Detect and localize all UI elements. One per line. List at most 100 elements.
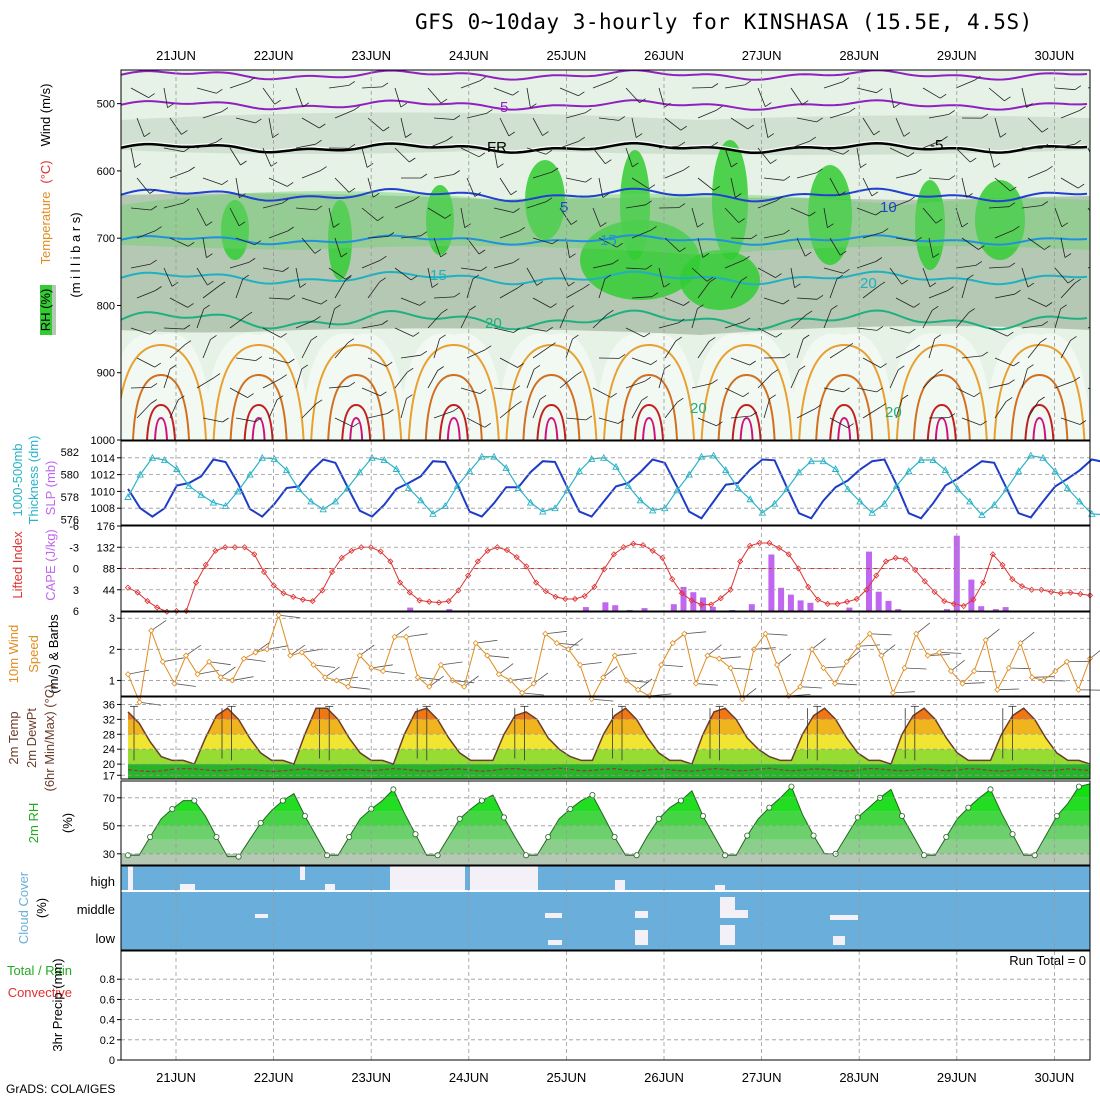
- wind-barb-flag: [713, 185, 720, 191]
- wind-barb-flag: [641, 396, 648, 401]
- wind-barb: [163, 147, 184, 153]
- thickness-point: [1027, 451, 1035, 459]
- lifted-index-point: [513, 554, 520, 561]
- lifted-index-point: [581, 593, 588, 600]
- wind-barb-flag: [1004, 96, 1011, 102]
- wind-barb-flag: [948, 110, 955, 115]
- wind-barb-flag: [446, 136, 453, 141]
- wind-speed-point: [669, 640, 676, 647]
- rh-point: [412, 831, 419, 838]
- wind-barb: [466, 349, 486, 359]
- wind-speed-point: [762, 630, 769, 637]
- wind-barb: [262, 327, 281, 338]
- wind-barb-flag: [934, 334, 941, 340]
- wind-barb: [433, 410, 454, 419]
- pressure-tick: 900: [97, 368, 115, 380]
- isotherm-freezing: [121, 141, 1088, 155]
- rh-point: [766, 804, 773, 811]
- wind-barb: [724, 84, 745, 89]
- lifted-index-point: [260, 568, 268, 576]
- rh-point: [324, 852, 331, 859]
- wind-barb-10m: [290, 644, 306, 656]
- isotherm-40: [837, 416, 852, 440]
- wind-barb-flag: [479, 76, 486, 82]
- wind-barb: [235, 279, 244, 299]
- lifted-index-point: [1018, 583, 1026, 590]
- cloud-gap: [720, 910, 748, 918]
- wind-barb-flag: [315, 399, 323, 405]
- cape-bar: [748, 604, 755, 611]
- wind-barb-flag: [878, 281, 886, 287]
- cloud-gap: [635, 911, 648, 918]
- cape-bar: [807, 602, 814, 611]
- pressure-axis-label: (m i l l i b a r s): [68, 212, 83, 297]
- wind-barb: [235, 117, 256, 124]
- wind-barb-flag: [372, 192, 380, 198]
- wind-barb-flag: [1027, 282, 1035, 288]
- wind-barb: [829, 237, 841, 256]
- date-label-bottom: 25JUN: [547, 1070, 587, 1085]
- cloud-gap: [255, 914, 268, 918]
- wind-barb-flag: [288, 294, 296, 300]
- wind-barb-flag: [282, 267, 289, 272]
- wind-barb: [955, 79, 975, 89]
- wind-barb-10m: [800, 686, 823, 689]
- isotherm-30: [717, 373, 776, 440]
- wind-barb-flag: [348, 187, 356, 193]
- wind-barb: [163, 368, 171, 389]
- slp-axis-label: SLP (mb): [43, 461, 58, 516]
- wind-barb: [460, 309, 471, 329]
- cloud-gap: [615, 880, 625, 890]
- data-layer: -5 FR -5 5 10 15 15 20 20 20 20: [121, 70, 1100, 950]
- wind-barb: [334, 342, 349, 359]
- cape-bar: [582, 607, 589, 611]
- lifted-index-point: [727, 586, 734, 593]
- pressure-tick: 700: [97, 233, 115, 245]
- isotherm-30: [424, 373, 483, 440]
- wind-barb-10m: [150, 620, 167, 631]
- wind-barb-flag: [973, 392, 981, 398]
- wind-barb-flag: [735, 193, 742, 198]
- wind-barb-flag: [276, 395, 284, 401]
- wind-barb: [235, 177, 240, 198]
- isotherm-25: [895, 343, 988, 440]
- wind-barb: [730, 357, 750, 366]
- wind-barb: [658, 87, 665, 108]
- wind-barb-flag: [299, 283, 307, 288]
- lifted-index-point: [921, 578, 928, 585]
- wind-barb: [532, 117, 543, 136]
- wind-barb-flag: [618, 116, 626, 121]
- wind-barb-flag: [765, 102, 772, 107]
- temp-tick: 36: [103, 699, 115, 711]
- lifted-index-point: [999, 561, 1006, 569]
- rh-high-patch: [328, 200, 352, 280]
- wind-barb-10m: [602, 666, 618, 678]
- cape-bar: [895, 609, 902, 611]
- wind-speed-point: [1075, 686, 1082, 693]
- cape-bar: [885, 600, 892, 611]
- wind-barb: [268, 177, 288, 187]
- wind-speed-point: [159, 658, 166, 665]
- cape-bar: [797, 600, 804, 611]
- thickness-point: [868, 508, 876, 516]
- wind-barb-10m: [220, 666, 236, 678]
- wind-barb-10m: [661, 664, 684, 667]
- wind-barb-flag: [255, 356, 263, 361]
- wind-barb-flag: [966, 193, 973, 198]
- wind-barb: [697, 417, 717, 427]
- wind-barb-flag: [974, 75, 981, 81]
- lifted-index-point: [630, 540, 637, 547]
- wind-barb-flag: [632, 162, 639, 168]
- lifted-index-point: [523, 563, 530, 570]
- wind-barb: [922, 87, 941, 99]
- wind-barb-flag: [782, 299, 790, 305]
- pressure-tick: 800: [97, 300, 115, 312]
- wind-barb: [400, 354, 421, 359]
- wind-barb-flag: [484, 422, 491, 428]
- wind-barb: [262, 87, 276, 105]
- wind-barb-flag: [915, 236, 922, 242]
- wind-barb-10m: [765, 633, 788, 636]
- thickness-point: [624, 481, 632, 489]
- wind-barb: [493, 147, 498, 168]
- wind-barb-flag: [302, 102, 310, 108]
